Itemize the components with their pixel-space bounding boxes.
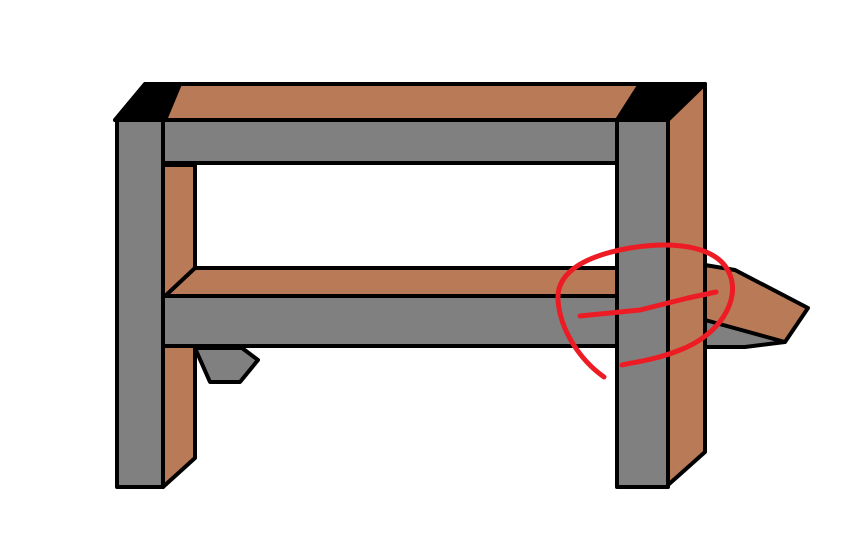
front-top-rail	[161, 118, 620, 165]
front-left-leg	[115, 118, 165, 489]
right-leg-side	[666, 82, 707, 487]
top-surface	[113, 82, 707, 122]
front-lower-rail	[161, 294, 620, 348]
red-annotation-circle	[555, 242, 736, 380]
left-foot-brace	[193, 346, 260, 384]
